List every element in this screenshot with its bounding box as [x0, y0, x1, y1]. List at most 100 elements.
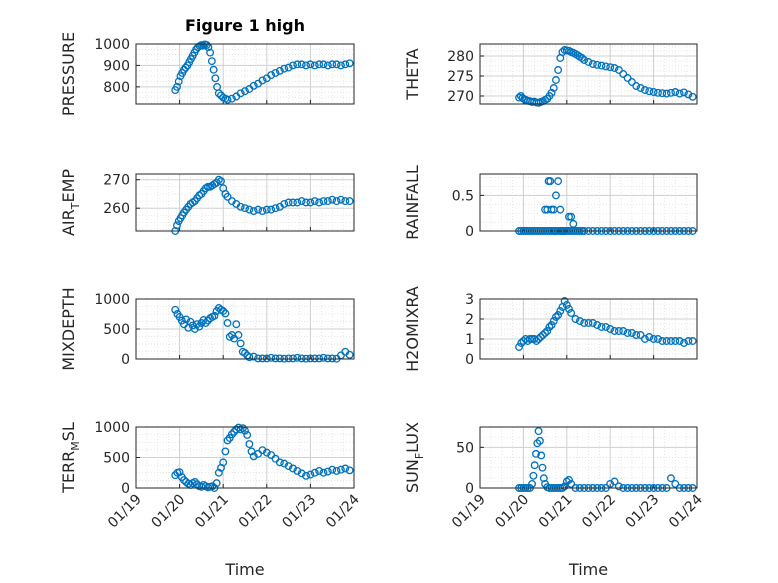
y-tick-label: 900	[103, 58, 130, 74]
data-point	[280, 64, 289, 73]
data-point	[601, 323, 610, 331]
y-tick-label: 0	[465, 224, 474, 240]
y-axis-label-rest: SL	[59, 422, 78, 441]
data-point	[223, 95, 232, 104]
y-tick-label: 1000	[94, 420, 130, 436]
data-point	[323, 197, 332, 206]
data-point	[332, 60, 341, 69]
data-point	[214, 468, 223, 477]
data-point	[249, 81, 258, 90]
data-point	[640, 335, 649, 343]
data-point	[315, 60, 324, 69]
data-point	[275, 354, 284, 363]
data-point	[241, 349, 249, 357]
data-point	[684, 90, 693, 99]
data-point	[193, 320, 201, 329]
data-point	[258, 207, 267, 215]
data-point	[328, 354, 337, 363]
data-point	[653, 335, 662, 343]
data-point	[297, 354, 306, 363]
data-point	[341, 60, 350, 69]
data-point	[534, 427, 543, 436]
data-point	[580, 319, 589, 327]
axes-box	[479, 298, 698, 360]
y-axis-label-rest: EMP	[59, 169, 78, 203]
y-axis-label-subscript: M	[69, 441, 82, 451]
subplot-h2omixra: 0 1 2 3 H2OMIXRA	[403, 286, 698, 372]
data-point	[206, 48, 215, 57]
data-point	[319, 468, 328, 477]
subplot-rainfall: 0 0.5 RAINFALL	[403, 165, 698, 240]
data-point	[232, 320, 241, 329]
data-point	[528, 479, 537, 488]
data-point	[234, 331, 243, 339]
data-point	[588, 60, 597, 68]
data-point	[515, 93, 524, 102]
data-point	[230, 427, 239, 436]
y-tick-label: 0	[121, 352, 130, 368]
y-axis-label-main: TERR	[59, 451, 78, 494]
data-point	[280, 459, 289, 468]
y-axis-label-main: SUN	[403, 459, 422, 493]
x-tick-label: 01/24	[666, 491, 706, 531]
y-tick-label: 500	[103, 322, 130, 338]
data-point	[236, 339, 245, 348]
data-point	[275, 458, 284, 467]
data-point	[649, 335, 658, 343]
data-point	[249, 452, 258, 461]
data-point	[545, 323, 554, 331]
series-markers	[171, 304, 354, 363]
data-point	[667, 337, 675, 345]
data-point	[543, 327, 552, 335]
data-point	[211, 74, 220, 83]
x-tick-label: 01/23	[623, 492, 663, 532]
data-point	[688, 337, 697, 345]
data-point	[207, 57, 216, 66]
data-point	[171, 305, 180, 314]
data-point	[562, 477, 571, 486]
data-point	[536, 333, 545, 341]
data-point	[209, 65, 218, 74]
data-point	[214, 89, 223, 98]
data-point	[315, 466, 324, 475]
y-axis-label: PRESSURE	[59, 32, 78, 116]
y-axis-label: MIXDEPTH	[59, 287, 78, 370]
chart-title: Figure 1 high	[185, 16, 305, 35]
data-point	[529, 471, 538, 480]
data-point	[262, 205, 271, 214]
data-point	[238, 424, 247, 433]
axes-box	[479, 43, 698, 105]
data-point	[258, 354, 267, 363]
data-point	[556, 205, 565, 214]
data-point	[280, 199, 289, 208]
data-point	[567, 479, 576, 488]
data-point	[245, 353, 254, 362]
data-point	[560, 482, 569, 491]
data-point	[623, 74, 632, 82]
data-point	[336, 465, 345, 474]
data-point	[254, 205, 263, 214]
data-point	[219, 307, 228, 315]
data-point	[181, 63, 190, 72]
data-point	[315, 354, 324, 363]
data-point	[627, 329, 636, 337]
data-point	[658, 89, 667, 98]
data-point	[245, 440, 254, 449]
data-point	[236, 202, 245, 211]
data-point	[627, 78, 636, 86]
y-tick-label: 50	[456, 440, 474, 456]
data-point	[535, 436, 544, 445]
data-point	[671, 88, 680, 96]
y-tick-label: 260	[103, 201, 130, 217]
data-point	[271, 204, 280, 213]
data-point	[671, 479, 680, 488]
axes-box	[135, 43, 355, 105]
data-point	[210, 311, 219, 320]
minor-grid	[479, 298, 698, 360]
data-point	[225, 332, 234, 341]
y-tick-label: 270	[103, 173, 130, 189]
data-point	[584, 58, 593, 66]
data-point	[249, 207, 258, 215]
subplot-air-temp: 260 270 AIRTEMP	[59, 169, 355, 236]
minor-grid	[479, 426, 698, 489]
